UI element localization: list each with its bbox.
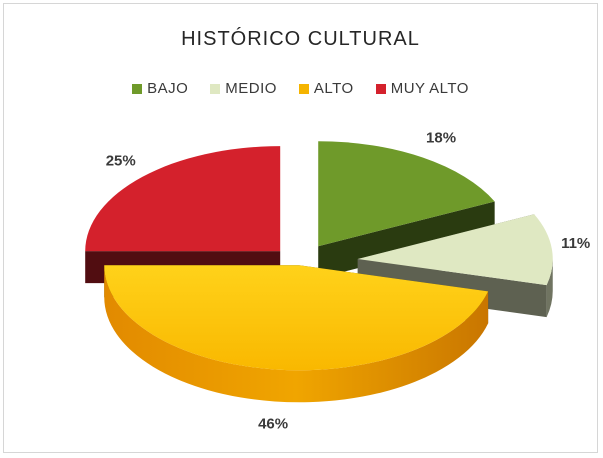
data-label-medio: 11% (561, 235, 590, 252)
legend-item-alto: ALTO (298, 80, 354, 97)
legend-label-muy-alto: MUY ALTO (390, 80, 469, 97)
pie-slice-alto (104, 265, 489, 403)
legend-swatch-medio (210, 83, 221, 94)
pie-slice-side-medio (546, 258, 553, 318)
pie-slice-side-alto (104, 265, 489, 403)
legend: BAJO MEDIO ALTO MUY ALTO (4, 80, 597, 97)
chart-title: HISTÓRICO CULTURAL (181, 28, 420, 50)
legend-swatch-alto (298, 83, 309, 94)
legend-label-alto: ALTO (313, 80, 354, 97)
pie-slice-top-medio (357, 214, 553, 286)
data-label-bajo: 18% (426, 129, 456, 146)
legend-swatch-muy-alto (375, 83, 386, 94)
legend-item-muy-alto: MUY ALTO (375, 80, 469, 97)
legend-label-medio: MEDIO (225, 80, 277, 97)
pie-slice-top-bajo (318, 141, 495, 247)
data-label-muy-alto: 25% (106, 152, 136, 169)
legend-swatch-bajo (132, 83, 143, 94)
legend-label-bajo: BAJO (147, 80, 189, 97)
legend-item-medio: MEDIO (210, 80, 277, 97)
data-label-alto: 46% (258, 416, 288, 433)
pie-slice-top-muy-alto (85, 146, 281, 252)
pie-slice-top-alto (104, 265, 489, 371)
legend-item-bajo: BAJO (132, 80, 188, 97)
